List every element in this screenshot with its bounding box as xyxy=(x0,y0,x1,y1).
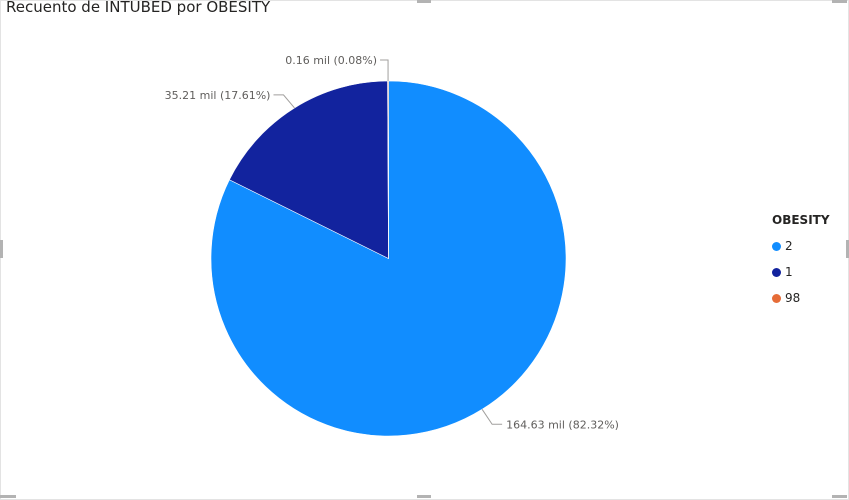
leader-lines xyxy=(273,59,503,425)
legend-item-98[interactable]: 98 xyxy=(772,285,830,311)
chart-title: Recuento de INTUBED por OBESITY xyxy=(6,0,271,16)
data-label-2: 164.63 mil (82.32%) xyxy=(506,418,619,431)
pie-slices xyxy=(210,80,567,437)
data-label-1: 35.21 mil (17.61%) xyxy=(165,89,271,102)
legend: OBESITY 2 1 98 xyxy=(772,213,830,311)
legend-marker-1 xyxy=(772,267,781,277)
leader-line-98 xyxy=(380,59,389,82)
resize-handle-right[interactable] xyxy=(846,240,849,258)
legend-item-2[interactable]: 2 xyxy=(772,233,830,259)
legend-marker-98 xyxy=(772,293,781,303)
resize-handle-top-right[interactable] xyxy=(832,0,847,3)
legend-marker-2 xyxy=(772,241,781,251)
resize-handle-top[interactable] xyxy=(417,0,431,3)
resize-handle-bottom-right[interactable] xyxy=(832,495,847,498)
legend-label: 98 xyxy=(785,291,801,305)
resize-handle-left[interactable] xyxy=(0,240,3,258)
legend-label: 1 xyxy=(785,265,793,279)
legend-label: 2 xyxy=(785,239,793,253)
data-label-98: 0.16 mil (0.08%) xyxy=(285,54,377,67)
legend-item-1[interactable]: 1 xyxy=(772,259,830,285)
leader-line-2 xyxy=(481,409,503,425)
legend-title: OBESITY xyxy=(772,213,830,227)
resize-handle-bottom[interactable] xyxy=(417,495,431,498)
resize-handle-bottom-left[interactable] xyxy=(0,495,16,498)
leader-line-1 xyxy=(273,94,295,109)
